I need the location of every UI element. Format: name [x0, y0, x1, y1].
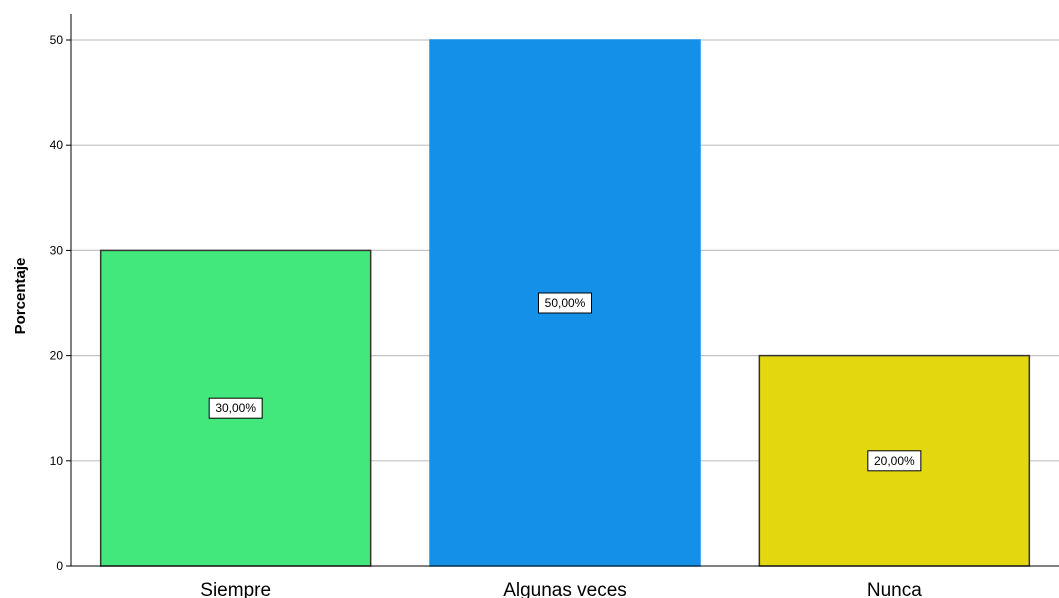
- y-tick-label: 20: [50, 349, 64, 363]
- data-label-box: [867, 450, 922, 472]
- axes: 0 10 20 30 40 50 Siempre Algunas veces Nunca: [50, 14, 1059, 598]
- data-label-text: 30,00%: [215, 401, 256, 415]
- y-tick-label: 30: [50, 243, 64, 257]
- y-tick-label: 40: [50, 138, 64, 152]
- data-label-text: 50,00%: [545, 296, 586, 310]
- data-label: 50,00%: [538, 292, 592, 314]
- bars: [99, 39, 1031, 567]
- data-label: 30,00%: [208, 397, 263, 419]
- data-label-text: 20,00%: [874, 454, 915, 468]
- y-tick-label: 0: [56, 559, 63, 573]
- y-tick-label: 50: [50, 33, 64, 47]
- x-category-label: Algunas veces: [503, 580, 627, 598]
- x-category-label: Siempre: [200, 580, 271, 598]
- y-tick-label: 10: [50, 454, 64, 468]
- data-labels: 30,00% 50,00% 20,00%: [208, 292, 922, 472]
- data-label: 20,00%: [867, 450, 922, 472]
- data-label-box: [538, 292, 592, 314]
- data-label-box: [208, 397, 263, 419]
- x-category-label: Nunca: [867, 580, 922, 598]
- y-axis-title: Porcentaje: [12, 258, 29, 335]
